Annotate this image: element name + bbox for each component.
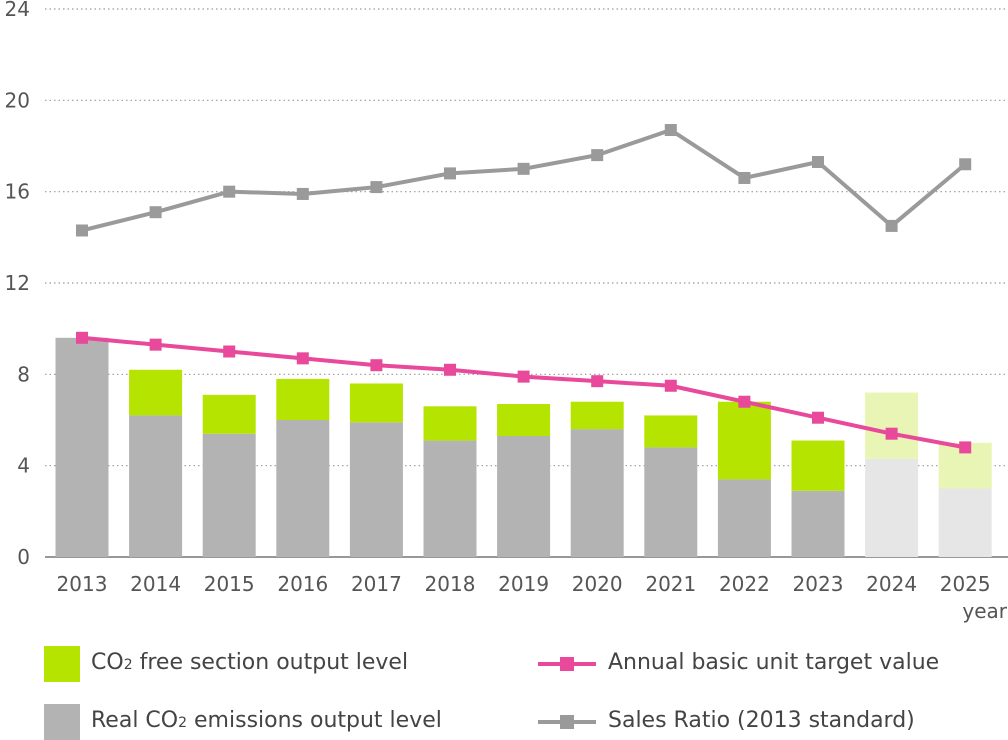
series-lines	[76, 124, 972, 454]
legend-label-target: Annual basic unit target value	[608, 650, 940, 675]
bar-real-co2-2016	[276, 420, 330, 557]
marker-sales-2025	[959, 158, 972, 171]
x-tick-label-2022: 2022	[719, 572, 770, 596]
bar-real-co2-2019	[497, 435, 551, 557]
bar-co2-free-2021	[644, 415, 698, 448]
marker-sales-2015	[223, 185, 236, 198]
legend-label-real-co2: Real CO2 emissions output level	[91, 708, 442, 733]
x-tick-label-2021: 2021	[645, 572, 696, 596]
legend-label-sales: Sales Ratio (2013 standard)	[608, 708, 915, 733]
bar-real-co2-2015	[202, 433, 256, 557]
bar-co2-free-2016	[276, 378, 330, 420]
marker-sales-2021	[664, 124, 677, 137]
legend-swatch-co2-free	[44, 646, 80, 682]
bar-real-co2-2020	[570, 429, 624, 557]
legend-label-co2-free: CO2 free section output level	[91, 650, 409, 675]
y-tick-label-12: 12	[5, 271, 30, 295]
bar-co2-free-2022	[717, 401, 771, 480]
marker-sales-2017	[370, 181, 383, 194]
bars	[55, 337, 992, 557]
marker-sales-2016	[296, 187, 309, 200]
bar-real-co2-2013	[55, 337, 109, 557]
bar-co2-free-2014	[129, 369, 183, 416]
legend-swatch-real-co2	[44, 704, 80, 740]
bar-real-co2-2018	[423, 440, 477, 557]
marker-sales-2024	[885, 219, 898, 232]
bar-co2-free-2020	[570, 401, 624, 430]
y-axis-ticks: 0 4 8 12 16 20 24	[5, 0, 30, 569]
x-tick-label-2015: 2015	[204, 572, 255, 596]
marker-sales-2023	[812, 155, 824, 168]
marker-target-2014	[149, 338, 162, 351]
marker-sales-2020	[591, 149, 604, 162]
y-tick-label-0: 0	[17, 545, 30, 569]
y-tick-label-24: 24	[5, 0, 30, 21]
marker-sales-2022	[738, 171, 751, 184]
bar-co2-free-2018	[423, 406, 477, 441]
line-sales	[81, 128, 967, 233]
x-axis-ticks: 2013 2014 2015 2016 2017 2018 2019 2020 2021 2022…	[57, 572, 991, 596]
x-tick-label-2023: 2023	[793, 572, 844, 596]
marker-target-2025	[959, 441, 972, 454]
x-tick-label-2025: 2025	[940, 572, 991, 596]
marker-target-2018	[444, 363, 456, 376]
bar-co2-free-2017	[349, 383, 403, 423]
x-tick-label-2013: 2013	[57, 572, 108, 596]
bar-co2-free-2024	[865, 392, 919, 459]
bar-real-co2-2022	[717, 479, 771, 557]
marker-target-2019	[517, 370, 530, 383]
x-tick-label-2024: 2024	[866, 572, 917, 596]
y-tick-label-4: 4	[17, 454, 30, 478]
bar-real-co2-2014	[129, 415, 183, 557]
marker-target-2013	[76, 331, 88, 344]
marker-target-2024	[885, 427, 898, 440]
y-tick-label-8: 8	[17, 362, 30, 386]
bar-co2-free-2023	[791, 440, 845, 491]
y-tick-label-20: 20	[5, 88, 30, 112]
marker-sales-2019	[517, 162, 530, 175]
x-tick-label-2020: 2020	[572, 572, 623, 596]
bar-real-co2-2021	[644, 447, 698, 557]
x-tick-label-2018: 2018	[425, 572, 476, 596]
marker-sales-2013	[76, 224, 88, 237]
marker-target-2015	[223, 345, 236, 358]
bar-real-co2-2017	[349, 422, 403, 557]
bar-co2-free-2015	[202, 394, 256, 434]
x-tick-label-2019: 2019	[498, 572, 549, 596]
marker-sales-2014	[149, 206, 162, 219]
marker-target-2022	[738, 395, 751, 408]
bar-real-co2-2023	[791, 490, 845, 557]
legend-line-icon-sales	[538, 715, 596, 729]
bar-real-co2-2025	[938, 488, 992, 557]
marker-target-2016	[296, 352, 309, 365]
legend-line-icon-target	[538, 657, 596, 671]
y-tick-label-16: 16	[5, 180, 30, 204]
x-tick-label-2016: 2016	[277, 572, 328, 596]
x-tick-label-2014: 2014	[130, 572, 181, 596]
bar-real-co2-2024	[865, 458, 919, 557]
x-tick-label-2017: 2017	[351, 572, 402, 596]
x-axis-unit-label: year	[962, 599, 1007, 623]
marker-target-2020	[591, 375, 604, 388]
bar-co2-free-2019	[497, 404, 551, 436]
marker-sales-2018	[444, 167, 456, 180]
marker-target-2017	[370, 359, 383, 372]
marker-target-2021	[664, 379, 677, 392]
marker-target-2023	[812, 411, 824, 424]
